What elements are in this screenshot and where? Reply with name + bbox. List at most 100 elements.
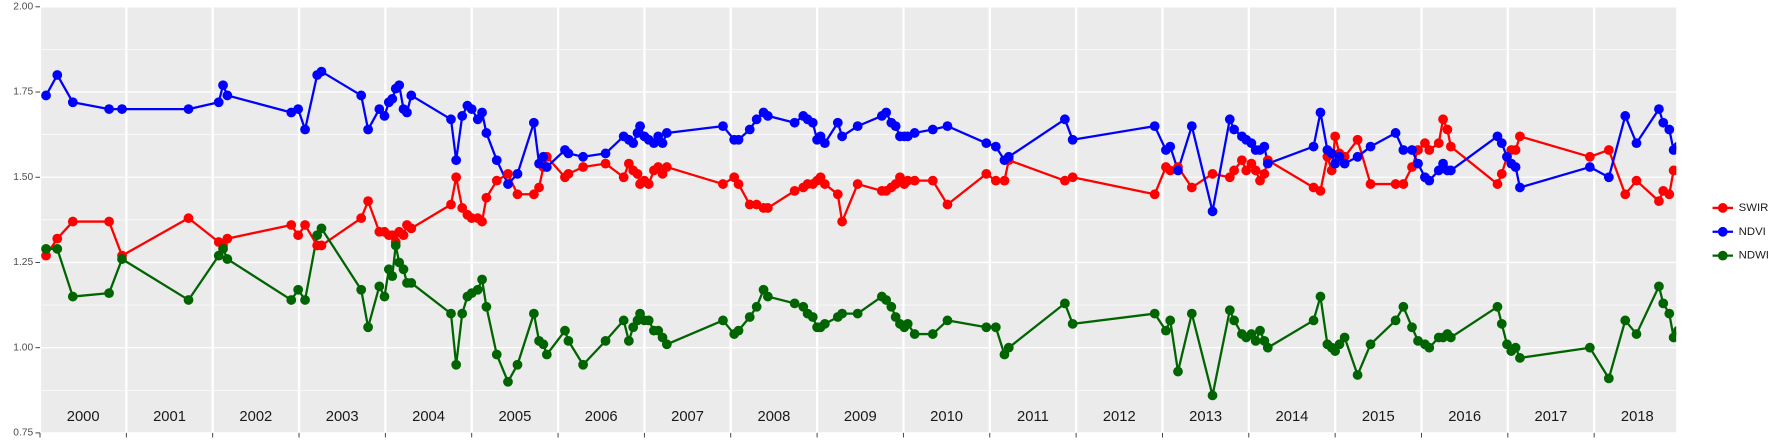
point bbox=[1339, 158, 1350, 169]
point bbox=[600, 335, 611, 346]
point bbox=[1339, 332, 1350, 343]
point bbox=[1059, 175, 1070, 186]
point bbox=[1654, 104, 1664, 114]
point bbox=[477, 216, 487, 227]
point bbox=[661, 162, 672, 172]
point bbox=[491, 349, 502, 360]
point bbox=[451, 359, 462, 370]
point bbox=[1315, 291, 1326, 302]
legend-swatch bbox=[1717, 226, 1728, 237]
point bbox=[363, 124, 373, 135]
plot-area bbox=[41, 66, 1677, 401]
point bbox=[1433, 138, 1444, 149]
point bbox=[300, 124, 310, 135]
point bbox=[1620, 189, 1631, 200]
point bbox=[600, 158, 611, 169]
point bbox=[744, 312, 755, 322]
point bbox=[451, 172, 462, 183]
point bbox=[300, 295, 310, 305]
point bbox=[762, 203, 773, 213]
point bbox=[503, 179, 513, 189]
point bbox=[1003, 151, 1014, 162]
point bbox=[1673, 165, 1677, 176]
point bbox=[837, 216, 848, 227]
point bbox=[1510, 145, 1521, 155]
year-label: 2015 bbox=[1362, 409, 1395, 425]
point bbox=[390, 240, 401, 251]
point bbox=[363, 322, 373, 333]
point bbox=[528, 117, 539, 128]
point bbox=[902, 175, 913, 186]
point bbox=[402, 107, 412, 118]
point bbox=[1492, 179, 1503, 189]
point bbox=[218, 80, 228, 91]
year-label: 2010 bbox=[930, 409, 963, 425]
point bbox=[751, 114, 762, 125]
point bbox=[222, 233, 233, 244]
point bbox=[1673, 142, 1677, 152]
point bbox=[117, 254, 127, 264]
point bbox=[635, 121, 645, 132]
point bbox=[981, 322, 992, 333]
point bbox=[293, 104, 304, 114]
point bbox=[942, 315, 953, 326]
point bbox=[183, 295, 194, 305]
point bbox=[1390, 179, 1401, 189]
point bbox=[1149, 308, 1160, 319]
point bbox=[1237, 155, 1247, 166]
point bbox=[1255, 325, 1265, 336]
point bbox=[363, 196, 373, 207]
point bbox=[52, 233, 63, 244]
year-label: 2017 bbox=[1535, 409, 1568, 425]
point bbox=[661, 128, 672, 138]
point bbox=[1424, 145, 1435, 155]
point bbox=[1229, 315, 1240, 326]
point bbox=[942, 199, 953, 210]
point bbox=[1250, 165, 1261, 176]
point bbox=[618, 315, 629, 326]
point bbox=[379, 291, 390, 302]
point bbox=[1510, 162, 1521, 172]
point bbox=[1515, 131, 1525, 142]
point bbox=[1229, 165, 1240, 176]
point bbox=[981, 168, 992, 179]
point bbox=[541, 349, 552, 360]
point bbox=[1326, 148, 1337, 159]
point bbox=[300, 220, 310, 230]
point bbox=[457, 203, 468, 213]
point bbox=[1438, 114, 1448, 125]
point bbox=[1173, 165, 1183, 176]
point bbox=[41, 243, 51, 254]
y-tick-label: 2.00 bbox=[13, 2, 33, 13]
legend-swatch bbox=[1717, 203, 1728, 213]
point bbox=[1207, 168, 1218, 179]
legend-label: NDVI bbox=[1739, 226, 1766, 238]
point bbox=[1352, 370, 1363, 380]
point bbox=[1165, 165, 1176, 176]
point bbox=[394, 80, 405, 91]
point bbox=[1620, 111, 1631, 121]
year-label: 2013 bbox=[1189, 409, 1222, 425]
point bbox=[1308, 141, 1319, 152]
year-label: 2005 bbox=[498, 409, 531, 425]
point bbox=[472, 284, 483, 295]
point bbox=[563, 168, 574, 179]
point bbox=[807, 312, 818, 322]
point bbox=[1067, 172, 1078, 183]
year-label: 2003 bbox=[326, 409, 359, 425]
point bbox=[356, 90, 367, 101]
point bbox=[477, 107, 487, 118]
point bbox=[316, 66, 327, 77]
point bbox=[1365, 179, 1376, 189]
point bbox=[477, 274, 487, 285]
legend-label: SWIR bbox=[1739, 202, 1769, 214]
point bbox=[657, 138, 668, 149]
point bbox=[1668, 332, 1677, 343]
point bbox=[852, 179, 863, 189]
point bbox=[1413, 158, 1423, 169]
point bbox=[578, 162, 588, 172]
point bbox=[661, 339, 672, 350]
point bbox=[293, 230, 304, 241]
point bbox=[852, 308, 863, 319]
point bbox=[1067, 134, 1078, 145]
